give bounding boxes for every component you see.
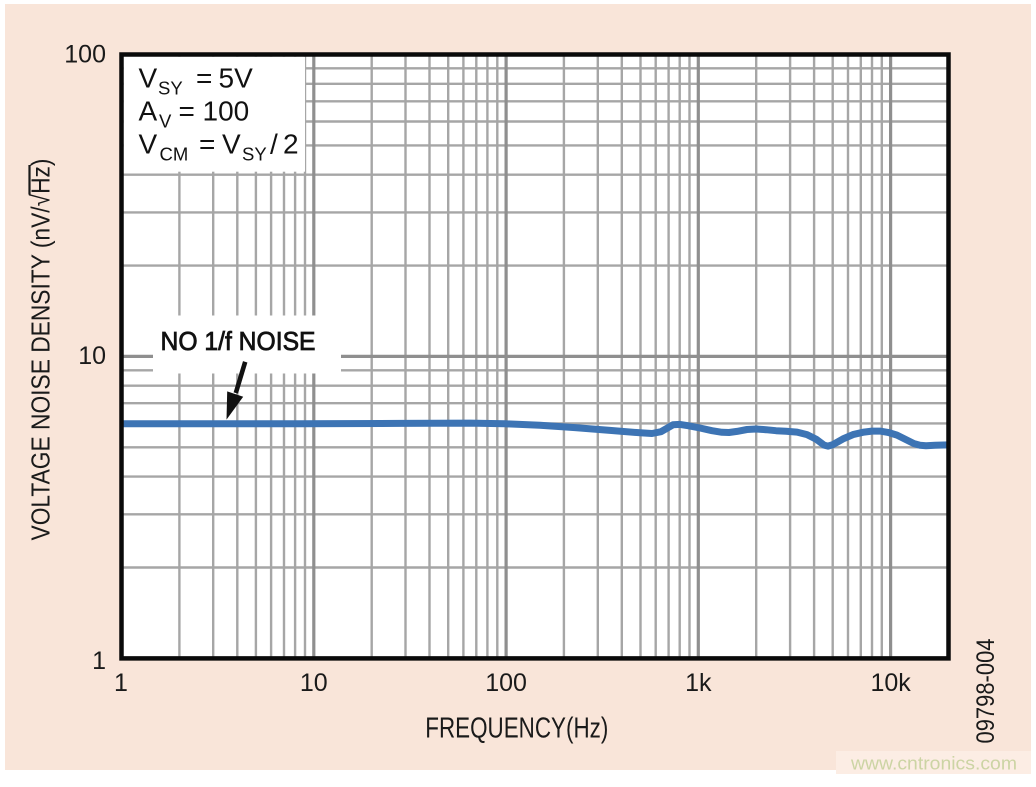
svg-text:2: 2	[283, 129, 299, 160]
svg-text:/: /	[270, 129, 278, 160]
svg-text:1: 1	[92, 647, 106, 675]
svg-text:10k: 10k	[870, 669, 911, 697]
svg-text:V: V	[139, 63, 158, 94]
svg-text:CM: CM	[160, 144, 189, 165]
svg-text:100: 100	[485, 669, 527, 697]
svg-text:100: 100	[203, 96, 250, 127]
svg-text:=: =	[196, 63, 212, 94]
svg-text:V: V	[222, 129, 241, 160]
svg-text:www.cntronics.com: www.cntronics.com	[850, 753, 1017, 774]
svg-text:FREQUENCY(Hz): FREQUENCY(Hz)	[425, 713, 608, 745]
svg-text:1: 1	[114, 669, 128, 697]
svg-text:10: 10	[78, 342, 106, 370]
svg-text:100: 100	[64, 41, 106, 69]
svg-text:NO 1/f NOISE: NO 1/f NOISE	[161, 326, 316, 356]
svg-text:1k: 1k	[685, 669, 712, 697]
svg-text:SY: SY	[158, 78, 183, 99]
svg-text:09798-004: 09798-004	[972, 638, 1000, 743]
svg-text:5V: 5V	[219, 63, 254, 94]
svg-text:VOLTAGE NOISE DENSITY (nV/√Hz): VOLTAGE NOISE DENSITY (nV/√Hz)	[26, 159, 56, 541]
svg-text:V: V	[139, 129, 158, 160]
svg-text:=: =	[179, 96, 195, 127]
svg-text:10: 10	[300, 669, 328, 697]
svg-text:SY: SY	[242, 144, 267, 165]
svg-text:A: A	[139, 96, 158, 127]
svg-text:V: V	[159, 111, 172, 132]
svg-text:=: =	[199, 129, 215, 160]
